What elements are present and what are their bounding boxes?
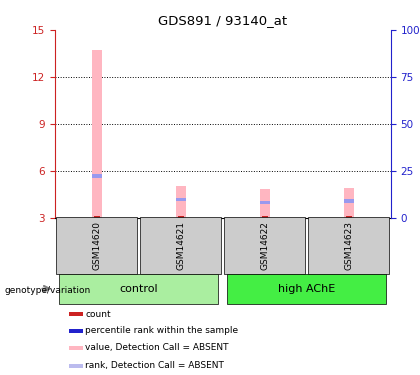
Bar [59, 274, 218, 304]
Bar [178, 216, 184, 217]
Bar [92, 174, 102, 178]
Bar [260, 201, 270, 204]
Text: count: count [85, 310, 111, 319]
Bar [69, 329, 83, 333]
Bar [344, 199, 354, 202]
Text: percentile rank within the sample: percentile rank within the sample [85, 326, 239, 335]
Bar [224, 217, 305, 274]
Text: GSM14621: GSM14621 [176, 221, 185, 270]
Bar [140, 217, 221, 274]
Bar [344, 188, 354, 218]
Text: control: control [119, 284, 158, 294]
Text: GSM14623: GSM14623 [344, 221, 353, 270]
Bar [69, 312, 83, 316]
Bar [262, 216, 268, 217]
Text: genotype/variation: genotype/variation [4, 286, 90, 295]
Bar [92, 50, 102, 217]
Bar [227, 274, 386, 304]
Bar [94, 216, 100, 217]
Bar [69, 364, 83, 368]
Text: GSM14620: GSM14620 [92, 221, 101, 270]
Text: value, Detection Call = ABSENT: value, Detection Call = ABSENT [85, 344, 229, 352]
Text: high AChE: high AChE [278, 284, 335, 294]
Bar [69, 346, 83, 350]
Bar [176, 186, 186, 218]
Bar [346, 216, 352, 217]
Bar [176, 198, 186, 201]
Text: GSM14622: GSM14622 [260, 221, 269, 270]
Bar [308, 217, 389, 274]
Title: GDS891 / 93140_at: GDS891 / 93140_at [158, 15, 287, 27]
Text: rank, Detection Call = ABSENT: rank, Detection Call = ABSENT [85, 361, 224, 370]
Bar [56, 217, 137, 274]
Bar [260, 189, 270, 217]
